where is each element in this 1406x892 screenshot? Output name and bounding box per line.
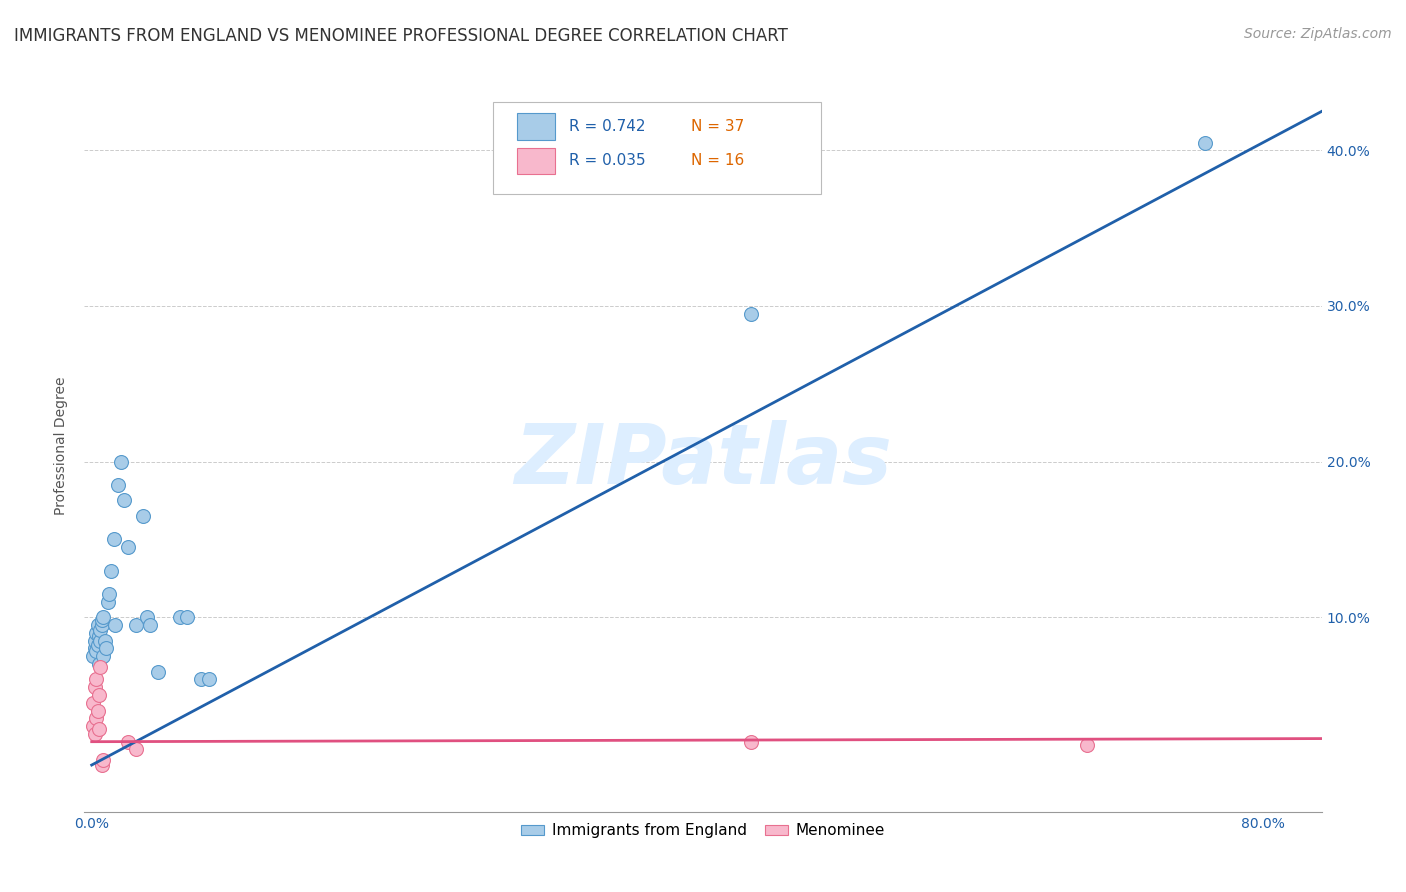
Point	[83, 633, 105, 648]
Point	[84, 711, 107, 725]
Point	[86, 704, 108, 718]
Text: ZIPatlas: ZIPatlas	[515, 420, 891, 501]
Point	[82, 696, 104, 710]
Point	[87, 723, 110, 737]
Point	[169, 610, 191, 624]
Point	[100, 564, 122, 578]
Point	[90, 758, 112, 772]
Point	[83, 727, 105, 741]
Text: R = 0.742: R = 0.742	[569, 119, 645, 134]
Text: N = 37: N = 37	[690, 119, 744, 134]
Point	[90, 613, 112, 627]
Point	[84, 644, 107, 658]
Point	[1076, 738, 1098, 752]
Point	[136, 610, 159, 624]
Text: R = 0.035: R = 0.035	[569, 153, 645, 169]
Point	[94, 633, 117, 648]
Point	[93, 610, 115, 624]
Point	[139, 618, 162, 632]
FancyBboxPatch shape	[517, 147, 554, 174]
Point	[89, 660, 111, 674]
Point	[146, 665, 169, 679]
Point	[87, 688, 110, 702]
Point	[124, 742, 146, 756]
Point	[86, 618, 108, 632]
Point	[87, 657, 110, 671]
Point	[89, 623, 111, 637]
Point	[84, 673, 107, 687]
Point	[82, 719, 104, 733]
Point	[87, 629, 110, 643]
Point	[83, 641, 105, 656]
Y-axis label: Professional Degree: Professional Degree	[55, 376, 69, 516]
Point	[98, 587, 121, 601]
Point	[82, 649, 104, 664]
Point	[117, 540, 139, 554]
Text: IMMIGRANTS FROM ENGLAND VS MENOMINEE PROFESSIONAL DEGREE CORRELATION CHART: IMMIGRANTS FROM ENGLAND VS MENOMINEE PRO…	[14, 27, 787, 45]
Point	[112, 493, 135, 508]
Point	[198, 673, 221, 687]
Point	[84, 625, 107, 640]
Point	[124, 618, 146, 632]
Point	[93, 753, 115, 767]
Point	[190, 673, 212, 687]
Point	[83, 680, 105, 694]
Legend: Immigrants from England, Menominee: Immigrants from England, Menominee	[515, 817, 891, 845]
Point	[107, 478, 129, 492]
Point	[176, 610, 198, 624]
FancyBboxPatch shape	[517, 113, 554, 139]
Text: N = 16: N = 16	[690, 153, 744, 169]
Point	[740, 734, 762, 748]
Point	[110, 454, 132, 468]
Point	[96, 641, 118, 656]
Text: Source: ZipAtlas.com: Source: ZipAtlas.com	[1244, 27, 1392, 41]
FancyBboxPatch shape	[492, 103, 821, 194]
Point	[1194, 136, 1216, 150]
Point	[90, 618, 112, 632]
Point	[93, 649, 115, 664]
Point	[104, 618, 127, 632]
Point	[740, 307, 762, 321]
Point	[132, 509, 155, 524]
Point	[89, 633, 111, 648]
Point	[97, 594, 120, 608]
Point	[103, 533, 125, 547]
Point	[117, 734, 139, 748]
Point	[86, 638, 108, 652]
